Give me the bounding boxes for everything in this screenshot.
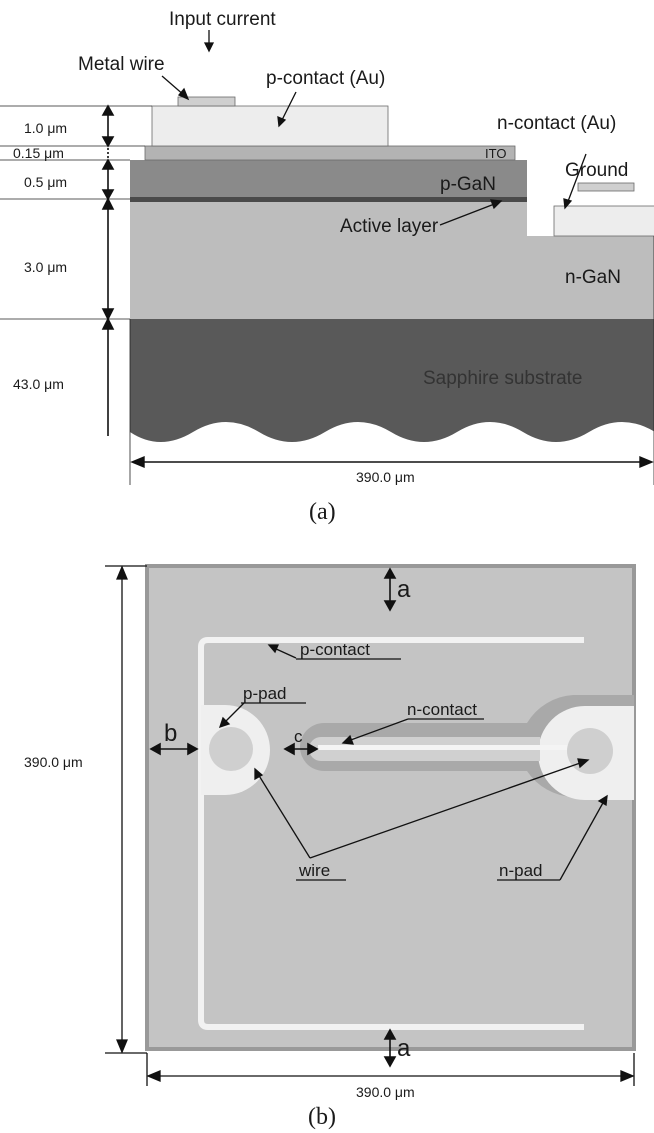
b-label: b [164,720,177,747]
width-label-a: 390.0 μm [356,469,415,485]
n-pad-label: n-pad [499,861,542,880]
a-bottom-label: a [397,1035,411,1062]
active-layer-label: Active layer [340,216,439,237]
spacing-arrows [149,567,397,1068]
ito-layer [144,145,516,161]
width-dimension [146,1053,635,1086]
thickness-label-3: 0.5 μm [24,174,67,190]
ground-label: Ground [565,160,628,181]
thickness-label-2: 0.15 μm [13,145,64,161]
sapphire-substrate-layer [130,319,654,442]
caption-a: (a) [309,499,336,525]
c-label: c [294,727,303,746]
input-current-label: Input current [169,9,276,30]
ito-label: ITO [485,146,506,161]
label-pointers-a [161,30,587,226]
height-label-b: 390.0 μm [24,754,83,770]
panel-b-top-view: a a b c p-contact p-pad n-contact wire n… [24,564,636,1130]
p-pad-center [209,727,253,771]
thickness-label-1: 1.0 μm [24,120,67,136]
n-contact-block [553,205,654,237]
thickness-label-4: 3.0 μm [24,259,67,275]
p-pad-label: p-pad [243,684,286,703]
n-gan-layer [130,199,654,319]
p-contact-block [151,105,389,147]
p-gan-layer [130,160,527,199]
p-contact-label-b: p-contact [300,640,370,659]
panel-a-cross-section: Input current Metal wire p-contact (Au) … [0,9,654,525]
width-label-b: 390.0 μm [356,1084,415,1100]
sapphire-label: Sapphire substrate [423,368,583,389]
ground-pad [577,182,635,192]
metal-wire-pad [177,96,236,107]
a-top-label: a [397,576,411,603]
p-gan-label: p-GaN [440,174,496,195]
p-contact-label: p-contact (Au) [266,68,385,89]
height-dimension [105,565,147,1054]
n-pad-center [567,728,613,774]
wire-label: wire [298,861,330,880]
metal-wire-label: Metal wire [78,54,165,75]
chip-outline [145,564,636,1051]
n-contact-label-b: n-contact [407,700,477,719]
thickness-arrows [101,104,115,436]
active-layer [130,197,527,202]
label-pointers-b [218,644,608,881]
thickness-label-5: 43.0 μm [13,376,64,392]
n-contact-label: n-contact (Au) [497,113,616,134]
n-gan-label: n-GaN [565,267,621,288]
n-contact-line [318,745,588,750]
width-arrow [130,455,654,469]
p-contact-finger [198,637,584,1030]
caption-b: (b) [308,1104,336,1130]
